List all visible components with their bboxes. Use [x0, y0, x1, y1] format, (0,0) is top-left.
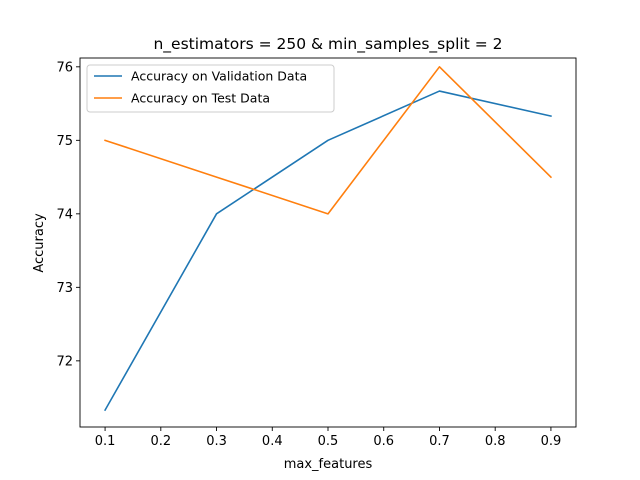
chart-title: n_estimators = 250 & min_samples_split =… — [153, 35, 502, 54]
y-tick-label: 72 — [56, 354, 73, 369]
x-tick-label: 0.3 — [206, 434, 227, 449]
y-tick-label: 75 — [56, 134, 73, 149]
x-tick-label: 0.2 — [150, 434, 171, 449]
x-tick-label: 0.4 — [262, 434, 283, 449]
series-line-1 — [103, 90, 552, 412]
x-tick-label: 0.7 — [429, 434, 450, 449]
legend-box — [86, 64, 335, 113]
y-tick-label: 74 — [56, 207, 73, 222]
x-axis: 0.1 0.2 0.3 0.4 0.5 0.6 0.7 0.8 0.9 — [95, 427, 562, 449]
legend-label-1: Accuracy on Validation Data — [131, 69, 307, 84]
y-axis-label: Accuracy — [32, 213, 47, 273]
y-axis: 72 73 74 75 76 — [56, 60, 80, 369]
y-tick-label: 76 — [56, 60, 73, 75]
x-tick-label: 0.8 — [485, 434, 506, 449]
x-tick-label: 0.5 — [318, 434, 339, 449]
x-axis-label: max_features — [284, 457, 373, 472]
y-tick-label: 73 — [56, 281, 73, 296]
series-line-2 — [104, 66, 553, 215]
x-tick-label: 0.1 — [95, 434, 116, 449]
x-tick-label: 0.6 — [373, 434, 394, 449]
legend: Accuracy on Validation Data Accuracy on T… — [86, 64, 335, 113]
x-tick-label: 0.9 — [541, 434, 562, 449]
legend-label-2: Accuracy on Test Data — [131, 91, 270, 106]
